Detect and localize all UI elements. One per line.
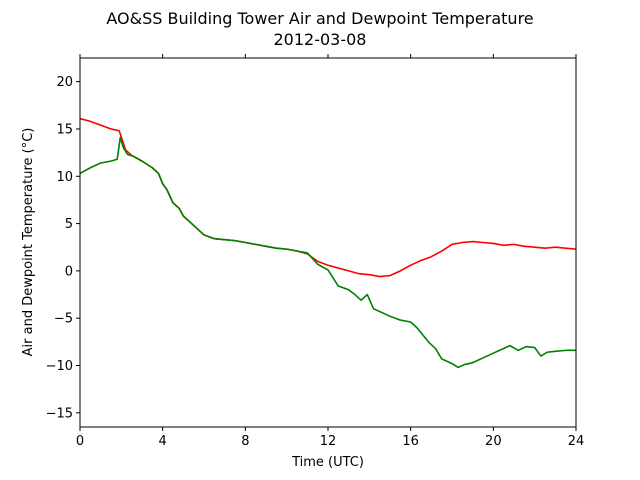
y-tick-label: −10	[46, 359, 73, 374]
chart-title: AO&SS Building Tower Air and Dewpoint Te…	[106, 9, 533, 28]
y-tick-label: 20	[56, 75, 73, 90]
y-tick-label: −5	[54, 312, 73, 327]
x-tick-label: 4	[159, 434, 167, 449]
series-layer	[79, 117, 577, 369]
chart-subtitle: 2012-03-08	[274, 30, 367, 49]
plot-area	[79, 57, 577, 428]
x-tick-label: 16	[402, 434, 419, 449]
y-tick-label: −15	[46, 406, 73, 421]
x-axis-label: Time (UTC)	[291, 455, 364, 470]
plot-frame	[80, 58, 576, 427]
y-tick-label: 10	[56, 170, 73, 185]
y-tick-label: 15	[56, 122, 73, 137]
x-tick-label: 24	[568, 434, 585, 449]
x-tick-label: 20	[485, 434, 502, 449]
y-axis-ticks: −15 −10 −5 0 5 10 15 20	[46, 75, 80, 421]
x-tick-label: 0	[76, 434, 84, 449]
x-tick-label: 12	[320, 434, 337, 449]
x-axis-ticks: 0 4 8 12 16 20 24	[76, 54, 584, 449]
x-tick-label: 8	[241, 434, 249, 449]
y-tick-label: 0	[65, 264, 73, 279]
y-tick-label: 5	[65, 217, 73, 232]
y-axis-label: Air and Dewpoint Temperature (°C)	[21, 128, 36, 357]
series-line-2	[79, 136, 576, 369]
